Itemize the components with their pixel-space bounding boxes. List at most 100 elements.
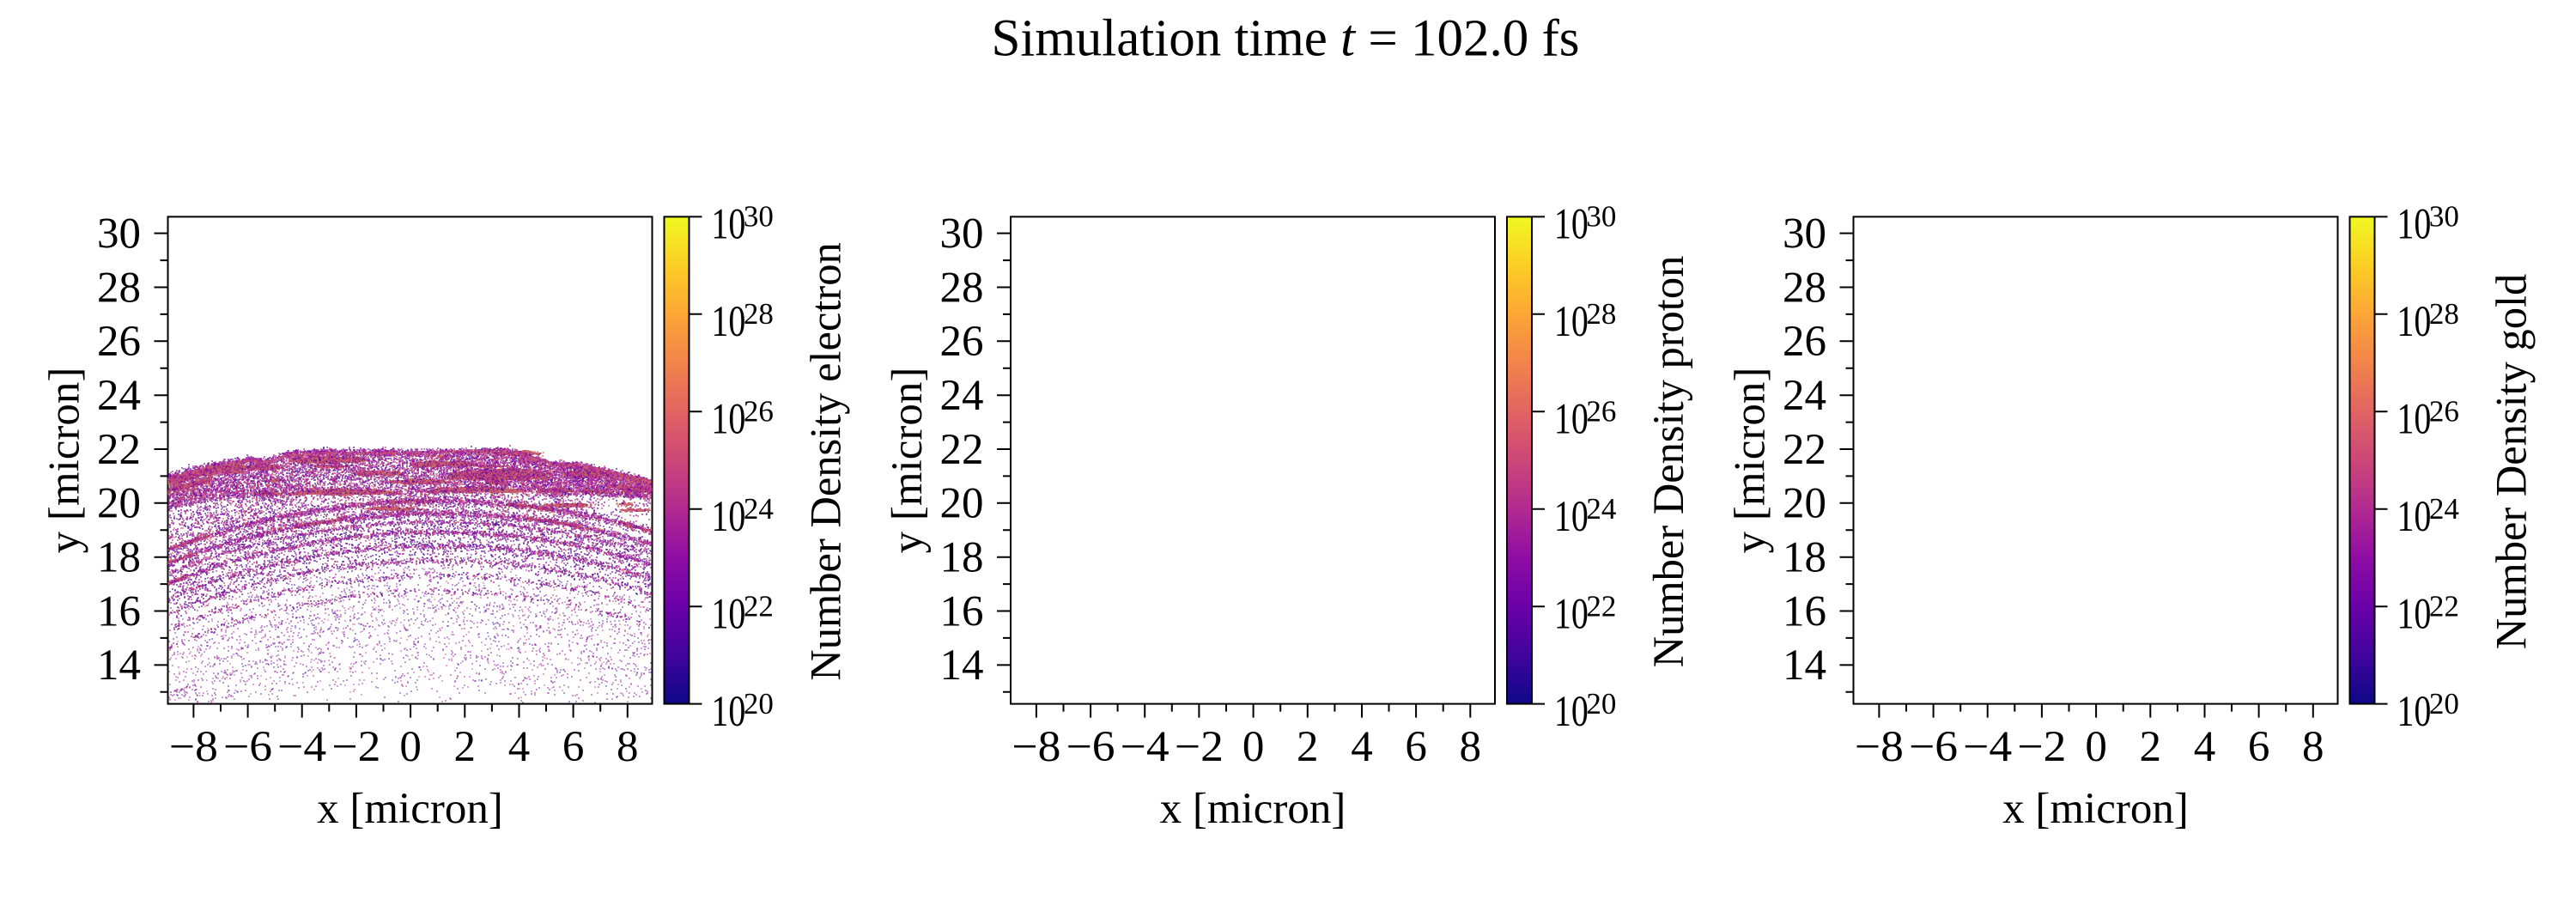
- svg-text:24: 24: [1783, 372, 1826, 420]
- svg-text:20: 20: [2429, 687, 2459, 721]
- svg-text:10: 10: [1554, 201, 1589, 249]
- svg-text:26: 26: [940, 318, 984, 366]
- svg-text:22: 22: [1783, 426, 1826, 474]
- svg-text:28: 28: [1783, 264, 1826, 312]
- svg-text:10: 10: [2397, 298, 2431, 346]
- svg-text:10: 10: [711, 590, 745, 638]
- svg-text:14: 14: [1783, 641, 1826, 690]
- svg-text:22: 22: [940, 426, 984, 474]
- svg-text:10: 10: [1554, 493, 1589, 541]
- svg-text:6: 6: [2248, 723, 2270, 771]
- svg-text:24: 24: [97, 372, 141, 420]
- svg-text:−6: −6: [1909, 723, 1958, 771]
- svg-text:2: 2: [2140, 723, 2162, 771]
- svg-text:18: 18: [940, 534, 984, 582]
- svg-text:2: 2: [454, 723, 477, 771]
- svg-text:0: 0: [399, 723, 422, 771]
- svg-text:24: 24: [744, 492, 774, 526]
- svg-text:−2: −2: [2017, 723, 2066, 771]
- svg-text:22: 22: [1586, 589, 1616, 623]
- svg-text:2: 2: [1297, 723, 1319, 771]
- svg-text:24: 24: [1586, 492, 1616, 526]
- svg-text:30: 30: [1783, 210, 1826, 258]
- svg-text:10: 10: [2397, 201, 2431, 249]
- svg-text:−4: −4: [1963, 723, 2012, 771]
- svg-text:16: 16: [940, 587, 984, 635]
- svg-text:10: 10: [2397, 688, 2431, 736]
- svg-text:28: 28: [1586, 297, 1616, 331]
- svg-text:14: 14: [940, 641, 984, 690]
- svg-text:x [micron]: x [micron]: [317, 785, 503, 833]
- svg-text:16: 16: [1783, 587, 1826, 635]
- svg-text:4: 4: [508, 723, 531, 771]
- svg-text:18: 18: [1783, 534, 1826, 582]
- svg-text:10: 10: [2397, 396, 2431, 444]
- svg-text:26: 26: [2429, 395, 2459, 429]
- svg-text:22: 22: [744, 589, 774, 623]
- svg-text:10: 10: [1554, 298, 1589, 346]
- svg-text:6: 6: [1405, 723, 1427, 771]
- svg-text:10: 10: [711, 493, 745, 541]
- svg-text:Simulation time t = 102.0 fs: Simulation time t = 102.0 fs: [991, 10, 1579, 68]
- svg-text:24: 24: [2429, 492, 2459, 526]
- svg-text:20: 20: [1783, 480, 1826, 528]
- svg-text:6: 6: [562, 723, 585, 771]
- svg-text:−8: −8: [1855, 723, 1904, 771]
- svg-text:−8: −8: [1012, 723, 1060, 771]
- svg-text:30: 30: [1586, 200, 1616, 234]
- svg-text:y [micron]: y [micron]: [41, 368, 89, 554]
- svg-text:10: 10: [2397, 493, 2431, 541]
- svg-text:4: 4: [1351, 723, 1373, 771]
- svg-text:x [micron]: x [micron]: [2002, 785, 2189, 833]
- svg-text:26: 26: [1783, 318, 1826, 366]
- svg-text:28: 28: [744, 297, 774, 331]
- svg-text:10: 10: [1554, 396, 1589, 444]
- svg-text:18: 18: [97, 534, 141, 582]
- svg-text:28: 28: [97, 264, 141, 312]
- svg-text:22: 22: [2429, 589, 2459, 623]
- svg-text:10: 10: [711, 298, 745, 346]
- svg-text:28: 28: [2429, 297, 2459, 331]
- svg-text:−6: −6: [1066, 723, 1115, 771]
- svg-text:20: 20: [744, 687, 774, 721]
- svg-text:10: 10: [711, 201, 745, 249]
- svg-text:10: 10: [1554, 590, 1589, 638]
- svg-text:30: 30: [97, 210, 141, 258]
- svg-text:30: 30: [744, 200, 774, 234]
- svg-text:26: 26: [744, 395, 774, 429]
- svg-text:20: 20: [940, 480, 984, 528]
- svg-text:10: 10: [711, 396, 745, 444]
- svg-text:−6: −6: [223, 723, 272, 771]
- svg-text:y [micron]: y [micron]: [884, 368, 932, 554]
- svg-text:10: 10: [711, 688, 745, 736]
- svg-text:30: 30: [940, 210, 984, 258]
- svg-text:30: 30: [2429, 200, 2459, 234]
- svg-text:24: 24: [940, 372, 984, 420]
- svg-text:−2: −2: [331, 723, 380, 771]
- svg-text:28: 28: [940, 264, 984, 312]
- svg-text:y [micron]: y [micron]: [1727, 368, 1775, 554]
- svg-text:20: 20: [97, 480, 141, 528]
- svg-text:Number Density electron: Number Density electron: [802, 242, 850, 680]
- svg-text:10: 10: [2397, 590, 2431, 638]
- svg-text:8: 8: [617, 723, 639, 771]
- svg-text:20: 20: [1586, 687, 1616, 721]
- svg-text:−4: −4: [1121, 723, 1170, 771]
- svg-text:22: 22: [97, 426, 141, 474]
- svg-text:8: 8: [1460, 723, 1482, 771]
- svg-text:x [micron]: x [micron]: [1160, 785, 1346, 833]
- svg-text:−8: −8: [169, 723, 218, 771]
- svg-text:Number Density gold: Number Density gold: [2488, 274, 2536, 650]
- svg-text:26: 26: [97, 318, 141, 366]
- svg-text:Number Density proton: Number Density proton: [1644, 256, 1692, 668]
- svg-text:26: 26: [1586, 395, 1616, 429]
- svg-text:−2: −2: [1175, 723, 1224, 771]
- svg-text:16: 16: [97, 587, 141, 635]
- svg-text:10: 10: [1554, 688, 1589, 736]
- svg-text:14: 14: [97, 641, 141, 690]
- svg-text:0: 0: [2085, 723, 2107, 771]
- svg-text:8: 8: [2302, 723, 2324, 771]
- svg-text:4: 4: [2194, 723, 2216, 771]
- svg-text:−4: −4: [277, 723, 326, 771]
- svg-text:0: 0: [1242, 723, 1265, 771]
